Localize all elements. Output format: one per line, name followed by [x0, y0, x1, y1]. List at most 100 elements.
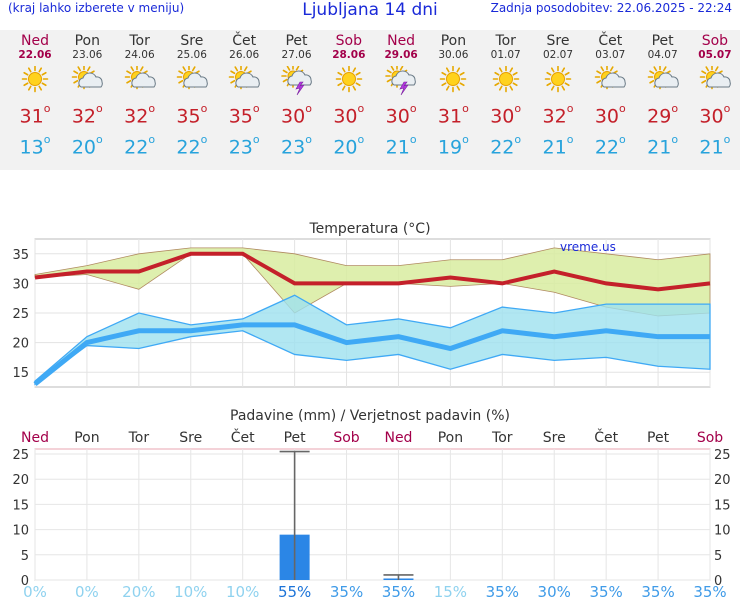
precip-probability-label: 35% [382, 583, 415, 600]
y-tick-label-right: 20 [714, 473, 731, 488]
max-temperature: 30o [281, 102, 312, 128]
sun-cloud-icon [647, 66, 679, 90]
precip-probability-label: 30% [538, 583, 571, 600]
precip-probability-label: 35% [641, 583, 674, 600]
day-column: Pon 30.06 31o 19o [427, 30, 479, 159]
min-temperature: 22o [594, 133, 626, 159]
y-tick-label: 35 [12, 248, 29, 263]
day-column: Sob 28.06 30o 20o [323, 30, 375, 159]
min-temperature: 21o [385, 133, 417, 159]
precip-probability-label: 15% [434, 583, 467, 600]
max-temperature: 30o [699, 102, 731, 128]
header-left-note: (kraj lahko izberete v meniju) [8, 1, 185, 15]
page-title: Ljubljana 14 dni [302, 0, 438, 20]
day-column: Pet 27.06 30o 23o [271, 30, 323, 159]
x-tick-label: Sre [543, 430, 566, 446]
day-date: 30.06 [438, 49, 469, 61]
day-name: Tor [495, 33, 516, 49]
y-tick-label: 25 [12, 307, 29, 322]
sun-cloud-icon [176, 66, 208, 90]
day-date: 01.07 [490, 49, 521, 61]
day-column: Pet 04.07 29o 21o [637, 30, 689, 159]
day-name: Pon [440, 33, 467, 49]
max-temperature: 32o [71, 102, 103, 128]
precip-probability-label: 0% [23, 583, 47, 600]
day-name: Sob [335, 33, 362, 49]
day-date: 28.06 [332, 49, 366, 61]
y-tick-label: 30 [12, 277, 29, 292]
x-tick-label: Ned [21, 430, 49, 446]
thunderstorm-icon [280, 66, 312, 96]
precip-probability-label: 10% [226, 583, 259, 600]
sun-cloud-icon [71, 66, 104, 90]
precip-probability-label: 10% [174, 583, 207, 600]
max-temperature: 31o [437, 102, 469, 128]
precip-probability-label: 35% [486, 583, 519, 600]
sunny-icon [492, 66, 519, 93]
max-temperature: 35o [228, 102, 260, 128]
day-date: 04.07 [647, 49, 678, 61]
sunny-icon [544, 66, 572, 93]
last-updated: Zadnja posodobitev: 22.06.2025 - 22:24 [490, 1, 732, 15]
y-tick-label: 15 [12, 366, 29, 381]
x-tick-label: Pon [74, 430, 99, 446]
sun-cloud-icon [699, 66, 731, 90]
y-tick-label: 10 [12, 524, 29, 539]
day-column: Čet 26.06 35o 23o [218, 30, 270, 159]
day-date: 03.07 [595, 49, 626, 61]
y-tick-label: 20 [12, 337, 29, 352]
day-date: 26.06 [229, 49, 260, 61]
min-temperature: 20o [333, 133, 365, 159]
day-name: Pet [285, 33, 308, 49]
min-temperature: 20o [71, 133, 103, 159]
day-name: Sob [701, 33, 729, 49]
max-temperature: 30o [385, 102, 417, 128]
day-date: 25.06 [176, 49, 207, 61]
min-temperature: 23o [281, 133, 312, 159]
x-tick-label: Tor [128, 430, 150, 446]
day-name: Pet [651, 33, 674, 49]
sun-cloud-icon [594, 66, 627, 90]
plot-area [34, 448, 711, 581]
day-column: Čet 03.07 30o 22o [584, 30, 636, 159]
sun-cloud-icon [124, 66, 156, 90]
min-temperature: 21o [699, 133, 731, 159]
day-column: Ned 22.06 31o 13o [9, 30, 61, 159]
y-tick-label-right: 25 [714, 448, 731, 463]
max-temperature: 35o [176, 102, 208, 128]
min-temperature: 19o [437, 133, 469, 159]
y-tick-label-right: 10 [714, 524, 731, 539]
precip-probability-label: 0% [75, 583, 99, 600]
day-date: 02.07 [542, 49, 574, 61]
day-column: Ned 29.06 30o 21o [375, 30, 427, 159]
y-tick-label: 20 [12, 473, 29, 488]
day-date: 29.06 [384, 49, 418, 61]
day-date: 23.06 [72, 49, 103, 61]
min-temperature: 22o [490, 133, 522, 159]
min-temperature: 23o [228, 133, 260, 159]
x-tick-label: Pon [438, 430, 463, 446]
day-column: Sre 02.07 32o 21o [532, 30, 584, 159]
max-temperature: 32o [542, 102, 574, 128]
x-tick-label: Sob [333, 430, 359, 446]
precip-probability-label: 35% [693, 583, 726, 600]
x-tick-label: Tor [491, 430, 513, 446]
min-temperature: 22o [124, 133, 156, 159]
x-tick-label: Ned [384, 430, 412, 446]
max-temperature: 31o [19, 102, 51, 128]
day-name: Čet [232, 33, 257, 49]
x-tick-label: Sob [697, 430, 723, 446]
y-tick-label: 15 [12, 498, 29, 513]
max-temp-line [34, 251, 711, 292]
day-column: Tor 01.07 30o 22o [480, 30, 532, 159]
day-date: 24.06 [124, 49, 155, 61]
day-column: Sre 25.06 35o 22o [166, 30, 218, 159]
max-temperature: 32o [124, 102, 156, 128]
y-tick-label: 0 [21, 574, 29, 589]
min-temp-line [33, 322, 710, 386]
y-tick-label: 25 [12, 448, 29, 463]
precip-probability-label: 55% [278, 583, 311, 600]
sunny-icon [335, 66, 363, 93]
day-date: 22.06 [18, 49, 52, 61]
day-name: Sre [180, 33, 204, 49]
